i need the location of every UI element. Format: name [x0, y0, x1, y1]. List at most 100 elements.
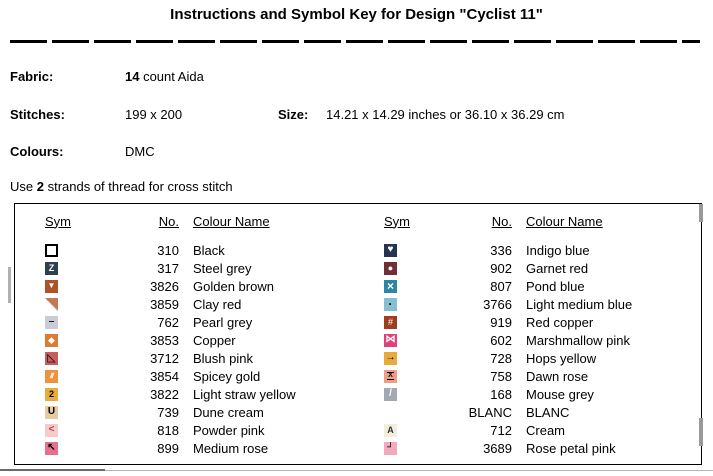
thread-number: 739	[157, 404, 179, 420]
dash-symbol: –	[45, 315, 58, 329]
thread-number: BLANC	[468, 404, 512, 420]
fabric-label: Fabric:	[10, 69, 54, 84]
header-sym: Sym	[45, 213, 71, 229]
cross-x-icon: ×	[386, 279, 394, 293]
colours-value: DMC	[125, 144, 155, 159]
triangle-lower-left-symbol: ◺	[45, 351, 58, 365]
thread-number: 310	[157, 242, 179, 258]
symbol-cell: Z	[45, 261, 79, 275]
strands-count: 2	[36, 179, 44, 194]
letter-z-symbol: Z	[45, 261, 58, 275]
symbol-cell: ●	[384, 261, 418, 275]
slash-symbol: /	[384, 387, 397, 401]
key-header-right: Sym No. Colour Name	[384, 213, 713, 229]
colour-name: Golden brown	[193, 278, 274, 294]
hash-icon: #	[387, 316, 393, 327]
key-row: ⋈ 602 Marshmallow pink	[384, 331, 713, 349]
colours-line: Colours: DMC	[10, 144, 700, 159]
key-row: – 762 Pearl grey	[45, 313, 375, 331]
thread-number: 728	[490, 350, 512, 366]
size-label: Size:	[278, 107, 309, 122]
thread-number: 336	[490, 242, 512, 258]
colour-name: Marshmallow pink	[526, 332, 631, 348]
corner-bottom-right-symbol: ┘	[384, 441, 397, 455]
arrow-up-left-symbol: ↖	[45, 441, 58, 455]
symbol-cell: #	[384, 315, 418, 329]
colour-name: Dune cream	[193, 404, 264, 420]
stitches-value: 199 x 200	[125, 107, 183, 122]
symbol-key-table: Sym No. Colour Name 310 Black Z 317 Steel gr…	[14, 203, 702, 465]
arrow-right-symbol: →	[384, 351, 397, 365]
key-row: U 739 Dune cream	[45, 403, 375, 421]
circle-symbol: ●	[384, 261, 397, 275]
key-row: 3859 Clay red	[45, 295, 375, 313]
colour-name: Powder pink	[193, 422, 265, 438]
colour-name: Rose petal pink	[526, 440, 616, 456]
diagonal-half-symbol	[45, 297, 58, 311]
strands-pre: Use	[10, 179, 37, 194]
symbol-cell: 2	[45, 387, 79, 401]
less-than-symbol: <	[45, 423, 58, 437]
digit-two-icon: 2	[48, 388, 54, 399]
key-row: ◺ 3712 Blush pink	[45, 349, 375, 367]
symbol-cell: <	[45, 423, 79, 437]
edge-artifact-right-mid	[699, 418, 703, 446]
stitches-label: Stitches:	[10, 107, 65, 122]
colour-name: Light straw yellow	[193, 386, 296, 402]
key-row: / 168 Mouse grey	[384, 385, 713, 403]
thread-number: 712	[490, 422, 512, 438]
colours-label: Colours:	[10, 144, 64, 159]
thread-number: 818	[157, 422, 179, 438]
slash-icon: /	[389, 388, 392, 399]
symbol-cell: –	[45, 315, 79, 329]
key-row: #919 Red copper	[384, 313, 713, 331]
thread-number: 317	[157, 260, 179, 276]
colour-name: Red copper	[526, 314, 594, 330]
thread-number: 3822	[150, 386, 179, 402]
symbol-cell	[384, 405, 418, 419]
key-row: <818 Powder pink	[45, 421, 375, 439]
key-row: → 728 Hops yellow	[384, 349, 713, 367]
header-colour-name: Colour Name	[526, 213, 603, 229]
thread-number: 168	[490, 386, 512, 402]
triangle-down-icon: ▼	[47, 281, 56, 290]
dot-icon: ·	[388, 297, 393, 311]
arrow-right-icon: →	[385, 352, 396, 363]
symbol-cell: U	[45, 405, 79, 419]
symbol-cell: X	[384, 369, 418, 383]
blank-symbol	[384, 405, 397, 419]
circle-icon: ●	[387, 262, 394, 273]
key-row: /// 3854 Spicey gold	[45, 367, 375, 385]
letter-z-icon: Z	[48, 262, 55, 273]
header-colour-name: Colour Name	[193, 213, 270, 229]
thread-number: 902	[490, 260, 512, 276]
thread-number: 762	[157, 314, 179, 330]
key-row: ▼ 3826 Golden brown	[45, 277, 375, 295]
thread-number: 899	[157, 440, 179, 456]
hash-symbol: #	[384, 315, 397, 329]
strands-line: Use 2 strands of thread for cross stitch	[10, 179, 233, 194]
symbol-cell: ⋈	[384, 333, 418, 347]
symbol-cell	[45, 297, 79, 311]
triangle-down-symbol: ▼	[45, 279, 58, 293]
diamond-symbol: ◆	[45, 333, 58, 347]
colour-name: BLANC	[526, 404, 570, 420]
thread-number: 3766	[483, 296, 512, 312]
key-row: 2 3822 Light straw yellow	[45, 385, 375, 403]
colour-name: Spicey gold	[193, 368, 261, 384]
symbol-cell: ♥	[384, 243, 418, 257]
colour-name: Light medium blue	[526, 296, 633, 312]
triple-slash-icon: ///	[49, 372, 54, 380]
colour-name: Medium rose	[193, 440, 269, 456]
symbol-cell: ↖	[45, 441, 79, 455]
key-row: ◆ 3853 Copper	[45, 331, 375, 349]
key-row: × 807 Pond blue	[384, 277, 713, 295]
symbol-cell: ◆	[45, 333, 79, 347]
thread-number: 3853	[150, 332, 179, 348]
colour-name: Clay red	[193, 296, 242, 312]
key-row: ↖ 899 Medium rose	[45, 439, 375, 457]
stitches-line: Stitches: 199 x 200 Size: 14.21 x 14.29 …	[10, 107, 700, 122]
key-row: ● 902 Garnet red	[384, 259, 713, 277]
key-column-left: Sym No. Colour Name 310 Black Z 317 Steel gr…	[45, 213, 375, 457]
dashed-separator	[10, 40, 700, 43]
